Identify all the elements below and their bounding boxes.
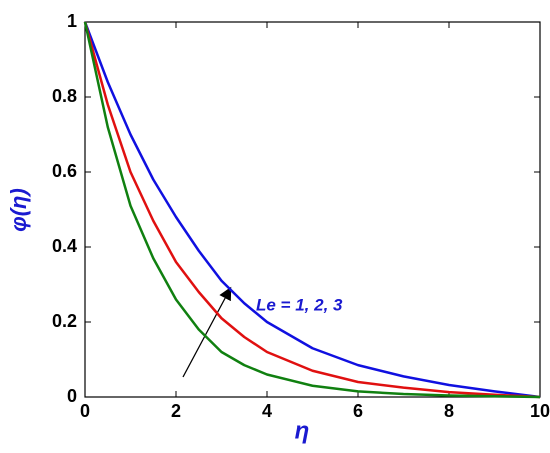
y-tick-label: 0.6 — [52, 161, 77, 181]
y-tick-label: 1 — [67, 11, 77, 31]
x-axis-label: η — [295, 417, 310, 444]
line-series — [83, 21, 541, 399]
x-tick-label: 0 — [80, 401, 90, 421]
plot-frame — [84, 21, 541, 398]
line-series — [83, 21, 541, 399]
y-tick-label: 0.2 — [52, 311, 77, 331]
x-tick-label: 2 — [171, 401, 181, 421]
annotation: Le = 1, 2, 3 — [256, 295, 343, 314]
x-tick-label: 4 — [262, 401, 272, 421]
x-tick-label: 8 — [444, 401, 454, 421]
y-tick-label: 0.4 — [52, 236, 77, 256]
y-tick-label: 0 — [67, 386, 77, 406]
line-series — [83, 21, 541, 399]
y-axis-label: φ(η) — [6, 188, 31, 232]
x-tick-label: 10 — [530, 401, 550, 421]
arrow — [182, 286, 232, 378]
y-tick-label: 0.8 — [52, 86, 77, 106]
x-tick-label: 6 — [353, 401, 363, 421]
